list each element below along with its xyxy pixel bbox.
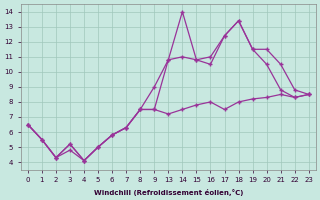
X-axis label: Windchill (Refroidissement éolien,°C): Windchill (Refroidissement éolien,°C) bbox=[94, 189, 243, 196]
